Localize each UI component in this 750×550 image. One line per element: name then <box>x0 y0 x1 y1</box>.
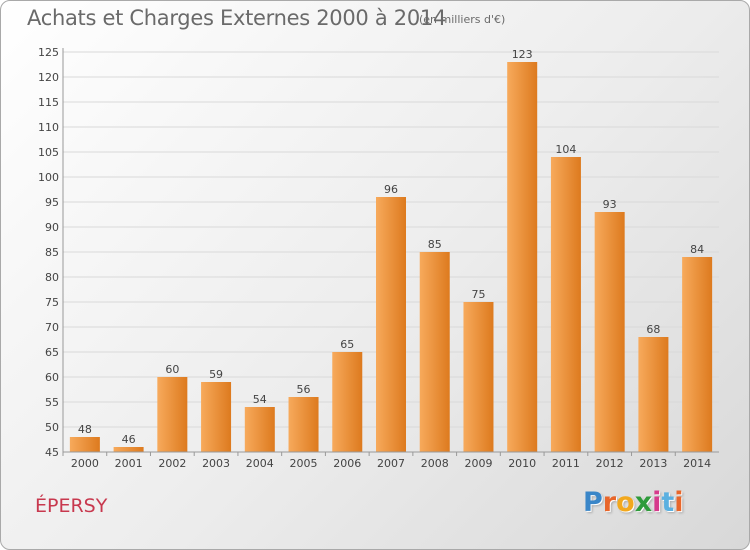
chart-title: Achats et Charges Externes 2000 à 2014 <box>27 6 447 30</box>
bars: 48 46 60 59 54 56 65 96 85 75 123 104 93 68 84 <box>69 48 713 452</box>
x-tick-label-2013: 2013 <box>639 457 667 470</box>
bar-2010 <box>507 62 538 452</box>
x-tick-label-2014: 2014 <box>683 457 711 470</box>
logo-letter: o <box>616 487 635 518</box>
value-label-2009: 75 <box>471 288 485 301</box>
bar-2003 <box>201 382 232 452</box>
bar-2000 <box>69 437 100 452</box>
y-tick-label: 125 <box>38 46 59 59</box>
y-tick-label: 110 <box>38 121 59 134</box>
y-tick-label: 45 <box>45 446 59 459</box>
value-label-2005: 56 <box>297 383 311 396</box>
value-label-2007: 96 <box>384 183 398 196</box>
logo-letter: i <box>652 487 662 518</box>
y-tick-label: 105 <box>38 146 59 159</box>
axes: 45 50 55 60 65 70 75 80 85 90 95 100 105 110 115 120 125… <box>38 46 719 470</box>
value-label-2000: 48 <box>78 423 92 436</box>
value-label-2012: 93 <box>603 198 617 211</box>
x-tick-label-2006: 2006 <box>333 457 361 470</box>
y-tick-label: 95 <box>45 196 59 209</box>
y-tick-label: 75 <box>45 296 59 309</box>
bar-2002 <box>157 377 188 452</box>
value-label-2003: 59 <box>209 368 223 381</box>
x-tick-label-2011: 2011 <box>552 457 580 470</box>
bar-2008 <box>419 252 450 452</box>
value-label-2004: 54 <box>253 393 267 406</box>
bar-2007 <box>376 197 406 452</box>
value-label-2010: 123 <box>512 48 533 61</box>
x-tick-label-2003: 2003 <box>202 457 230 470</box>
x-tick-label-2007: 2007 <box>377 457 405 470</box>
x-tick-label-2009: 2009 <box>464 457 492 470</box>
bar-2001 <box>113 447 144 452</box>
y-tick-label: 55 <box>45 396 59 409</box>
value-label-2006: 65 <box>340 338 354 351</box>
y-tick-label: 90 <box>45 221 59 234</box>
y-tick-label: 100 <box>38 171 59 184</box>
y-tick-label: 120 <box>38 71 59 84</box>
bar-2006 <box>332 352 363 452</box>
x-tick-label-2005: 2005 <box>290 457 318 470</box>
y-tick-label: 70 <box>45 321 59 334</box>
chart-unit: (en milliers d'€) <box>419 13 506 26</box>
bar-2013 <box>638 337 669 452</box>
bar-2012 <box>594 212 625 452</box>
proxiti-logo[interactable]: Proxiti <box>583 487 684 518</box>
y-tick-label: 65 <box>45 346 59 359</box>
value-label-2011: 104 <box>555 143 576 156</box>
bar-2004 <box>244 407 275 452</box>
x-tick-label-2010: 2010 <box>508 457 536 470</box>
bar-2014 <box>682 257 713 452</box>
y-tick-label: 115 <box>38 96 59 109</box>
bar-2005 <box>288 397 319 452</box>
y-tick-label: 60 <box>45 371 59 384</box>
value-label-2013: 68 <box>646 323 660 336</box>
value-label-2002: 60 <box>165 363 179 376</box>
y-tick-label: 80 <box>45 271 59 284</box>
logo-letter: i <box>674 487 684 518</box>
x-tick-label-2008: 2008 <box>421 457 449 470</box>
value-label-2014: 84 <box>690 243 704 256</box>
value-label-2008: 85 <box>428 238 442 251</box>
x-tick-label-2012: 2012 <box>596 457 624 470</box>
bar-2009 <box>463 302 494 452</box>
logo-letter: x <box>634 487 653 518</box>
y-tick-label: 50 <box>45 421 59 434</box>
x-tick-label-2002: 2002 <box>158 457 186 470</box>
logo-letter: r <box>602 487 617 518</box>
town-name: ÉPERSY <box>35 495 108 517</box>
x-tick-label-2000: 2000 <box>71 457 99 470</box>
bar-2011 <box>550 157 581 452</box>
x-tick-label-2001: 2001 <box>115 457 143 470</box>
x-tick-label-2004: 2004 <box>246 457 274 470</box>
value-label-2001: 46 <box>122 433 136 446</box>
y-tick-label: 85 <box>45 246 59 259</box>
logo-letter: P <box>583 487 603 518</box>
logo-letter: t <box>661 487 675 518</box>
